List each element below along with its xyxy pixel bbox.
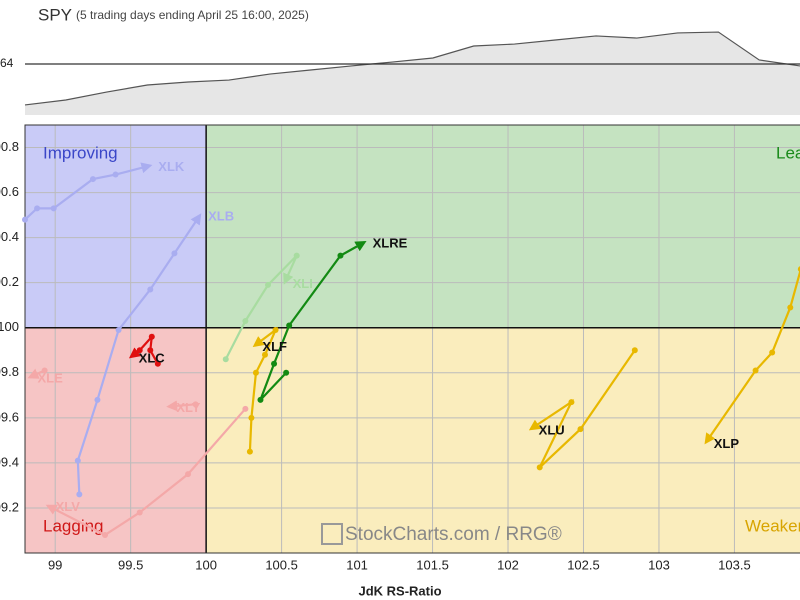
y-tick-label: 99.6: [0, 409, 19, 424]
tail-point: [568, 399, 575, 406]
tail-point: [50, 205, 57, 212]
tail-point: [115, 326, 122, 333]
x-tick-label: 99: [48, 557, 62, 572]
x-tick-label: 100: [195, 557, 217, 572]
y-tick-label: 99.4: [0, 454, 19, 469]
quadrant-leading: [206, 125, 800, 328]
tail: [166, 400, 196, 412]
tail: [259, 241, 367, 401]
tail-point: [147, 347, 154, 354]
tail-point: [262, 351, 268, 358]
quadrant-weakening: [206, 327, 800, 553]
x-tick-label: 102: [497, 557, 519, 572]
tail-point: [286, 322, 293, 329]
tail: [248, 326, 279, 452]
tail-point: [797, 266, 800, 273]
tail-point: [283, 369, 290, 376]
series-label: XLK: [158, 159, 185, 174]
series-label: XLC: [139, 350, 166, 365]
tail-point: [752, 367, 759, 374]
tail-point: [185, 471, 192, 478]
tail-point: [112, 171, 119, 178]
x-axis-label: JdK RS-Ratio: [358, 583, 441, 598]
series-label: XLF: [262, 339, 287, 354]
series-label: XLB: [208, 209, 234, 224]
series-label: XLE: [38, 371, 64, 386]
x-tick-label: 103.5: [718, 557, 751, 572]
tail-point: [536, 464, 543, 471]
tail-point: [171, 250, 178, 257]
tail-point: [293, 252, 300, 259]
tail-point: [192, 401, 199, 408]
y-tick-label: 100.8: [0, 139, 19, 154]
tail-point: [102, 531, 108, 538]
tail-point: [34, 205, 41, 212]
tail-point: [248, 414, 255, 421]
tail-point: [246, 448, 253, 455]
spy-line: [24, 31, 800, 106]
chart-title: SPY: [38, 5, 72, 24]
y-tick-label: 99.8: [0, 364, 19, 379]
series-label: XLY: [176, 400, 200, 415]
tail-point: [154, 360, 161, 367]
tail-point: [94, 396, 101, 403]
tail-point: [76, 491, 83, 498]
plot-border: [24, 124, 800, 554]
series-label: XLI: [293, 276, 313, 291]
series-label: XLRE: [373, 236, 408, 251]
tail-point: [242, 405, 249, 412]
tail-point: [577, 426, 584, 433]
tail-point: [242, 317, 249, 324]
tail-point: [631, 347, 638, 354]
spy-level-label: 64: [0, 56, 14, 70]
x-tick-label: 102.5: [567, 557, 600, 572]
tail-point: [148, 333, 155, 340]
tail-point: [22, 216, 28, 223]
x-tick-label: 99.5: [118, 557, 143, 572]
x-tick-label: 101.5: [416, 557, 449, 572]
tail-point: [337, 252, 344, 259]
quadrant-label: Lagging: [43, 516, 104, 535]
watermark-icon: [321, 523, 343, 545]
series-label: XLV: [56, 499, 81, 514]
series-label: XLP: [714, 436, 740, 451]
y-tick-label: 100.6: [0, 184, 19, 199]
quadrant-label: Leading: [776, 143, 800, 162]
tail-point: [147, 286, 154, 293]
quadrant-label: Improving: [43, 143, 118, 162]
tail-point: [787, 304, 794, 311]
series-label: XLU: [539, 423, 565, 438]
x-tick-label: 100.5: [265, 557, 298, 572]
tail-point: [136, 347, 143, 354]
y-tick-label: 100.2: [0, 274, 19, 289]
y-tick-label: 100: [0, 319, 19, 334]
x-tick-label: 103: [648, 557, 670, 572]
tail-point: [769, 349, 776, 356]
y-tick-label: 99.2: [0, 499, 19, 514]
tail-point: [271, 360, 278, 367]
y-tick-label: 100.4: [0, 229, 19, 244]
tail-point: [89, 176, 96, 183]
tail-point: [74, 457, 81, 464]
spy-area: [25, 32, 800, 115]
quadrant-label: Weakening: [745, 516, 800, 535]
tail-point: [265, 281, 272, 288]
tail-point: [222, 356, 229, 363]
tail-point: [272, 326, 279, 333]
tail-point: [252, 369, 259, 376]
tail-point: [41, 367, 48, 374]
tail-point: [257, 396, 264, 403]
watermark: StockCharts.com / RRG®: [345, 524, 562, 545]
x-tick-label: 101: [346, 557, 368, 572]
chart-subtitle: (5 trading days ending April 25 16:00, 2…: [76, 8, 309, 22]
tail-point: [136, 509, 143, 516]
